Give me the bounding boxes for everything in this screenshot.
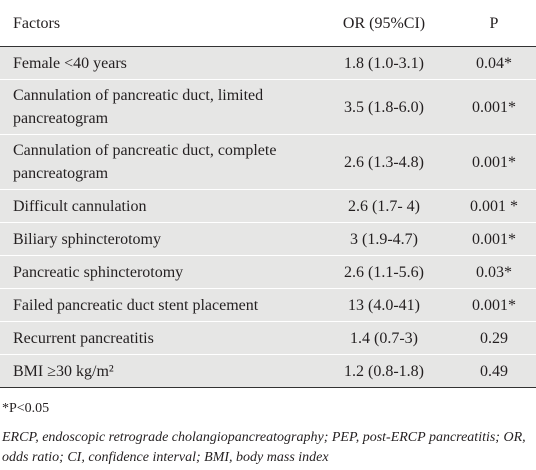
table-row: Cannulation of pancreatic duct, limited … (0, 79, 536, 135)
factor-cell: Failed pancreatic duct stent placement (0, 288, 316, 322)
factor-cell: Biliary sphincterotomy (0, 222, 316, 256)
table-row: Failed pancreatic duct stent placement 1… (0, 288, 536, 322)
odds-ratio-cell: 13 (4.0-41) (316, 288, 452, 322)
odds-ratio-cell: 3 (1.9-4.7) (316, 222, 452, 256)
header-factors: Factors (0, 0, 316, 47)
table-row: Female <40 years 1.8 (1.0-3.1) 0.04* (0, 46, 536, 80)
risk-factors-table: Factors OR (95%CI) P Female <40 years 1.… (0, 0, 536, 388)
abbreviations-note: ERCP, endoscopic retrograde cholangiopan… (2, 430, 526, 465)
factor-cell: Cannulation of pancreatic duct, complete… (0, 134, 316, 190)
odds-ratio-cell: 3.5 (1.8-6.0) (316, 79, 452, 135)
table-row: Pancreatic sphincterotomy 2.6 (1.1-5.6) … (0, 255, 536, 289)
p-value-cell: 0.04* (452, 46, 536, 80)
table-row: Difficult cannulation 2.6 (1.7- 4) 0.001… (0, 189, 536, 223)
table-row: Recurrent pancreatitis 1.4 (0.7-3) 0.29 (0, 321, 536, 355)
factor-cell: Female <40 years (0, 46, 316, 80)
p-value-cell: 0.001* (452, 288, 536, 322)
odds-ratio-cell: 2.6 (1.1-5.6) (316, 255, 452, 289)
factor-cell: Recurrent pancreatitis (0, 321, 316, 355)
table-row: Biliary sphincterotomy 3 (1.9-4.7) 0.001… (0, 222, 536, 256)
odds-ratio-cell: 1.2 (0.8-1.8) (316, 354, 452, 388)
factor-cell: Difficult cannulation (0, 189, 316, 223)
header-odds-ratio: OR (95%CI) (316, 0, 452, 47)
significance-footnote: *P<0.05 (2, 401, 50, 416)
table-row: BMI ≥30 kg/m² 1.2 (0.8-1.8) 0.49 (0, 354, 536, 388)
factor-cell: Pancreatic sphincterotomy (0, 255, 316, 289)
table-header-row: Factors OR (95%CI) P (0, 0, 536, 47)
odds-ratio-cell: 2.6 (1.3-4.8) (316, 134, 452, 190)
p-value-cell: 0.001 * (452, 189, 536, 223)
odds-ratio-cell: 2.6 (1.7- 4) (316, 189, 452, 223)
p-value-cell: 0.001* (452, 79, 536, 135)
p-value-cell: 0.29 (452, 321, 536, 355)
p-value-cell: 0.49 (452, 354, 536, 388)
factor-cell: Cannulation of pancreatic duct, limited … (0, 79, 316, 135)
table-row: Cannulation of pancreatic duct, complete… (0, 134, 536, 190)
header-p-value: P (452, 0, 536, 47)
odds-ratio-cell: 1.8 (1.0-3.1) (316, 46, 452, 80)
p-value-cell: 0.03* (452, 255, 536, 289)
p-value-cell: 0.001* (452, 222, 536, 256)
odds-ratio-cell: 1.4 (0.7-3) (316, 321, 452, 355)
p-value-cell: 0.001* (452, 134, 536, 190)
factor-cell: BMI ≥30 kg/m² (0, 354, 316, 388)
